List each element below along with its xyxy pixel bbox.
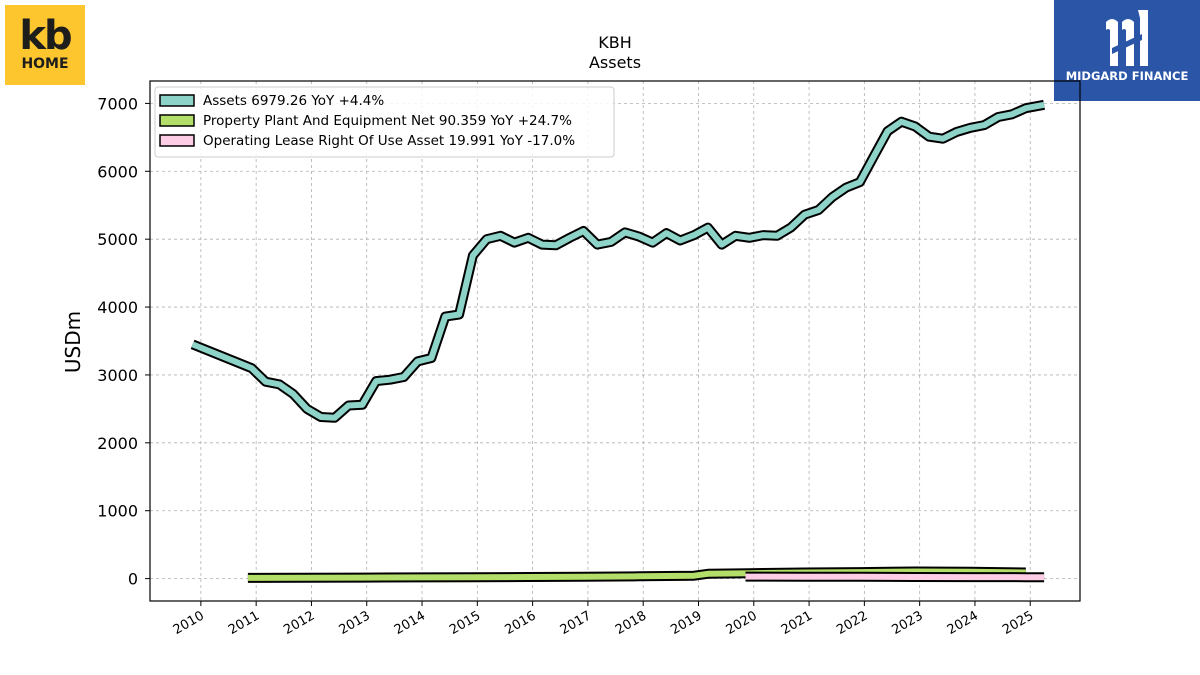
x-tick-label: 2023 bbox=[889, 608, 925, 638]
x-tick-label: 2024 bbox=[945, 608, 981, 638]
x-tick-label: 2010 bbox=[171, 608, 207, 638]
y-tick-label: 2000 bbox=[97, 434, 138, 453]
legend-label-ppe: Property Plant And Equipment Net 90.359 … bbox=[203, 113, 572, 129]
x-tick-label: 2017 bbox=[558, 608, 594, 638]
midgard-finance-logo: MIDGARD FINANCE bbox=[1054, 0, 1200, 101]
legend-swatch-lease bbox=[159, 134, 195, 147]
legend-swatch-assets bbox=[159, 94, 195, 107]
kb-home-logo: kb HOME bbox=[5, 5, 85, 85]
series-group bbox=[190, 99, 1046, 583]
y-tick-label: 4000 bbox=[97, 298, 138, 317]
y-tick-label: 0 bbox=[128, 570, 138, 589]
legend-label-assets: Assets 6979.26 YoY +4.4% bbox=[203, 93, 384, 109]
midgard-logo-text: MIDGARD FINANCE bbox=[1065, 69, 1189, 83]
x-tick-label: 2015 bbox=[447, 608, 483, 638]
x-tick-label: 2013 bbox=[337, 608, 373, 638]
plot-frame bbox=[149, 80, 1081, 602]
legend: Assets 6979.26 YoY +4.4% Property Plant … bbox=[154, 86, 615, 158]
x-tick-label: 2022 bbox=[834, 608, 870, 638]
legend-box bbox=[154, 86, 615, 158]
y-tick-label: 5000 bbox=[97, 230, 138, 249]
grid-lines bbox=[150, 81, 1080, 601]
kb-logo-word: HOME bbox=[21, 56, 69, 72]
y-tick-label: 1000 bbox=[97, 502, 138, 521]
chart-title: KBH bbox=[598, 33, 632, 52]
x-tick-label: 2018 bbox=[613, 608, 649, 638]
x-tick-label: 2012 bbox=[281, 608, 317, 638]
legend-swatch-ppe bbox=[159, 114, 195, 127]
y-axis-ticks: 0 1000 2000 3000 4000 5000 6000 7000 bbox=[97, 94, 150, 589]
x-tick-label: 2016 bbox=[502, 608, 538, 638]
midgard-emblem-icon bbox=[1106, 10, 1148, 66]
series-line-0 bbox=[191, 101, 1045, 421]
x-tick-label: 2025 bbox=[1000, 608, 1036, 638]
x-tick-label: 2021 bbox=[779, 608, 815, 638]
legend-label-lease: Operating Lease Right Of Use Asset 19.99… bbox=[203, 133, 575, 149]
y-axis-label: USDm bbox=[61, 311, 85, 373]
y-tick-label: 6000 bbox=[97, 162, 138, 181]
series-line-2 bbox=[745, 573, 1045, 581]
x-tick-label: 2014 bbox=[392, 608, 428, 638]
x-axis-ticks: 2010 2011 2012 2013 2014 2015 2016 2017 2018 2019… bbox=[171, 601, 1036, 638]
y-tick-label: 7000 bbox=[97, 94, 138, 113]
x-tick-label: 2020 bbox=[724, 608, 760, 638]
series-line-1 bbox=[247, 568, 1026, 581]
chart-subtitle: Assets bbox=[589, 53, 641, 72]
kb-logo-mark: kb bbox=[19, 13, 72, 59]
y-tick-label: 3000 bbox=[97, 366, 138, 385]
x-tick-label: 2019 bbox=[668, 608, 704, 638]
x-tick-label: 2011 bbox=[226, 608, 262, 638]
